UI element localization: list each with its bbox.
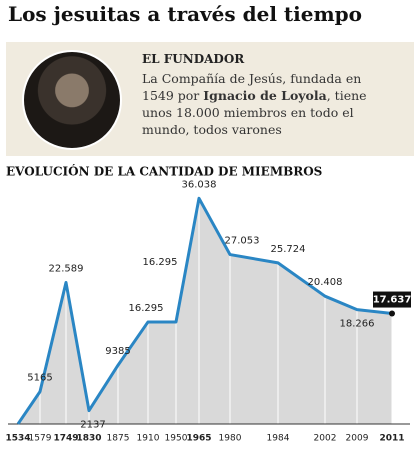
founder-heading: EL FUNDADOR	[142, 52, 245, 66]
data-label: 25.724	[271, 244, 306, 255]
x-tick-label: 2011	[379, 434, 404, 444]
data-label: 27.053	[225, 236, 260, 247]
x-tick-label: 1984	[267, 434, 290, 444]
text: , tiene unos 18.000 miembros en todo el …	[142, 88, 367, 137]
label-box	[373, 291, 411, 308]
data-label: 16.295	[143, 257, 178, 268]
founder-name: Ignacio de Loyola	[203, 88, 327, 103]
x-tick-label: 1965	[186, 434, 211, 444]
founder-box: EL FUNDADOR La Compañía de Jesús, fundad…	[6, 42, 414, 156]
text: La Compañía de Jesús, fundada en 1549 po…	[142, 71, 362, 103]
data-label: 16.295	[129, 303, 164, 314]
x-tick-label: 1534	[5, 434, 30, 444]
data-label: 22.589	[49, 264, 84, 275]
data-label: 17.637	[373, 295, 412, 306]
data-label: 9385	[105, 346, 130, 357]
x-tick-label: 2009	[346, 434, 369, 444]
x-tick-label: 1749	[53, 434, 78, 444]
x-tick-label: 1980	[219, 434, 242, 444]
chart-title: EVOLUCIÓN DE LA CANTIDAD DE MIEMBROS	[6, 163, 322, 179]
point	[389, 310, 395, 317]
page-title: Los jesuitas a través del tiempo	[8, 2, 362, 26]
x-tick-label: 1830	[76, 434, 101, 444]
data-label: 36.038	[182, 179, 217, 190]
data-label: 5165	[27, 373, 52, 384]
line	[16, 196, 393, 425]
data-label: 18.266	[340, 319, 375, 330]
data-label: 2137	[80, 420, 105, 431]
portrait	[22, 50, 122, 150]
x-tick-label: 1910	[137, 434, 160, 444]
data-label: 20.408	[308, 277, 343, 288]
founder-text: La Compañía de Jesús, fundada en 1549 po…	[142, 70, 392, 138]
area	[18, 198, 392, 424]
x-tick-label: 1875	[107, 434, 130, 444]
x-tick-label: 2002	[314, 434, 337, 444]
x-tick-label: 1579	[29, 434, 52, 444]
x-tick-label: 1950	[165, 434, 188, 444]
